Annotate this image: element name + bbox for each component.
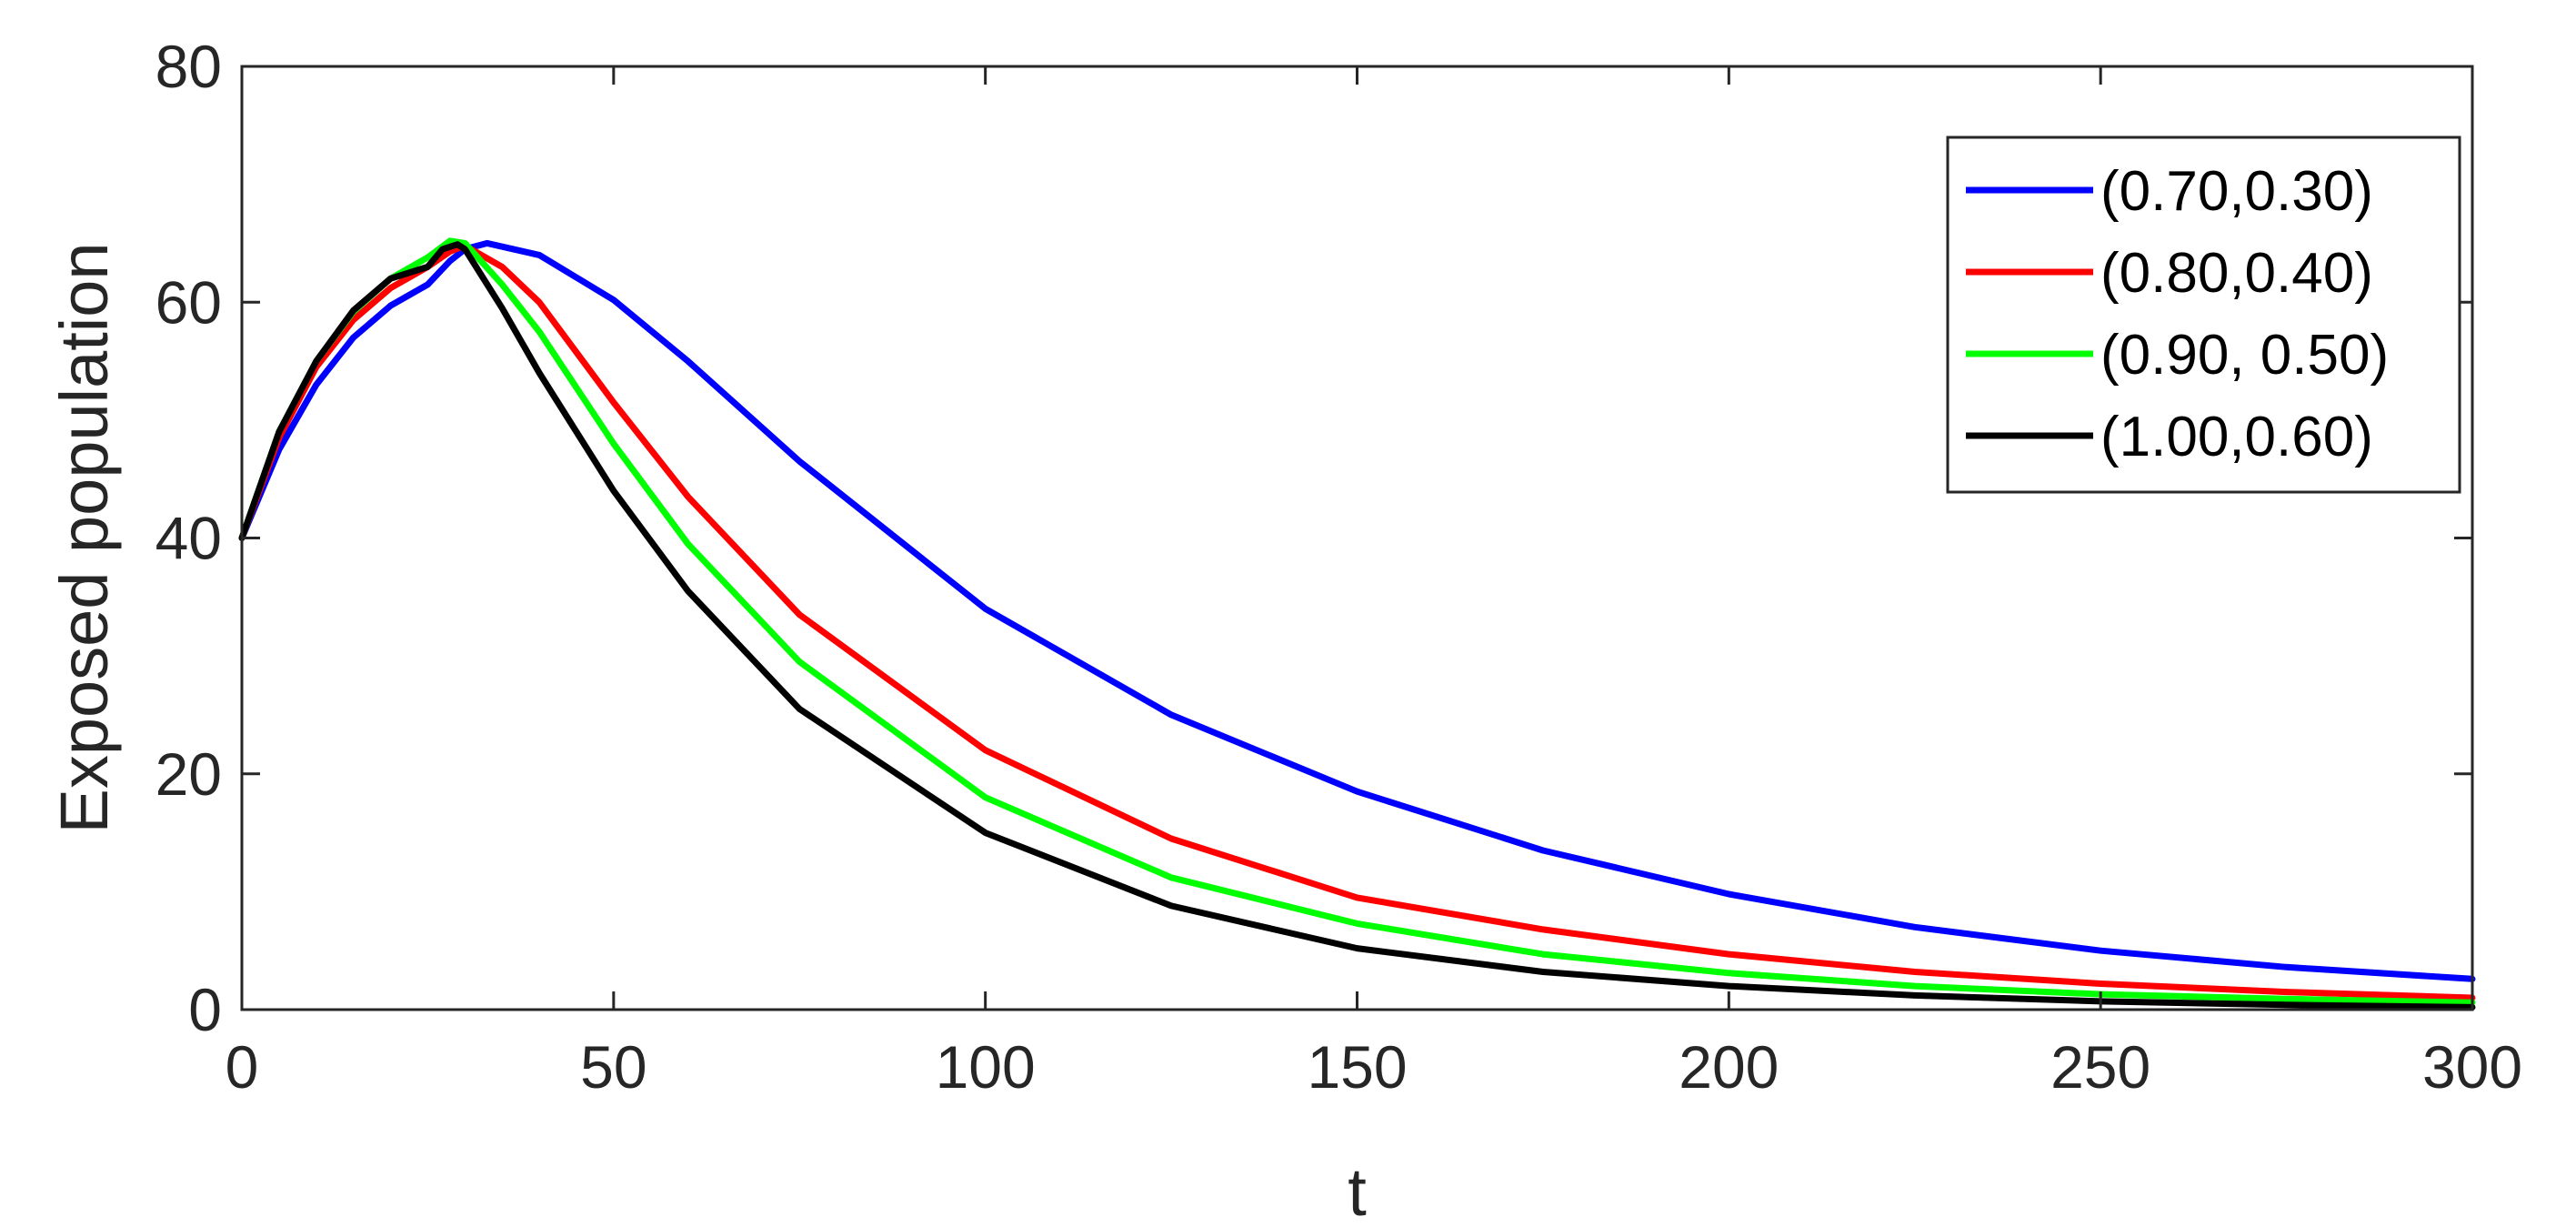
x-tick-label: 50 <box>580 1033 647 1101</box>
series-line-4 <box>238 241 2476 1011</box>
legend-label-1: (0.70,0.30) <box>2100 160 2373 223</box>
x-tick-label: 100 <box>936 1033 1036 1101</box>
y-axis-label: Exposed population <box>46 242 122 833</box>
x-tick-label: 300 <box>2422 1033 2522 1101</box>
legend-label-4: (1.00,0.60) <box>2100 406 2373 468</box>
axis-ticks: 0 50 100 150 200 250 300 0 20 40 60 80 <box>155 33 2522 1101</box>
y-tick-label: 40 <box>155 505 222 572</box>
y-tick-label: 80 <box>155 33 222 100</box>
x-tick-label: 250 <box>2050 1033 2150 1101</box>
x-axis-label: t <box>1348 1154 1367 1227</box>
plot-frame <box>240 65 2474 1011</box>
y-tick-label: 20 <box>155 740 222 808</box>
legend: (0.70,0.30) (0.80,0.40) (0.90, 0.50) (1.00,… <box>1946 136 2461 494</box>
series-line-1 <box>238 239 2476 982</box>
series-line-2 <box>238 242 2476 1001</box>
x-tick-label: 200 <box>1679 1033 1779 1101</box>
legend-label-3: (0.90, 0.50) <box>2100 324 2389 387</box>
x-tick-label: 0 <box>226 1033 259 1101</box>
y-tick-label: 60 <box>155 268 222 336</box>
y-tick-label: 0 <box>188 976 222 1043</box>
legend-label-2: (0.80,0.40) <box>2100 242 2373 305</box>
x-tick-label: 150 <box>1307 1033 1407 1101</box>
series-lines <box>238 237 2476 1011</box>
